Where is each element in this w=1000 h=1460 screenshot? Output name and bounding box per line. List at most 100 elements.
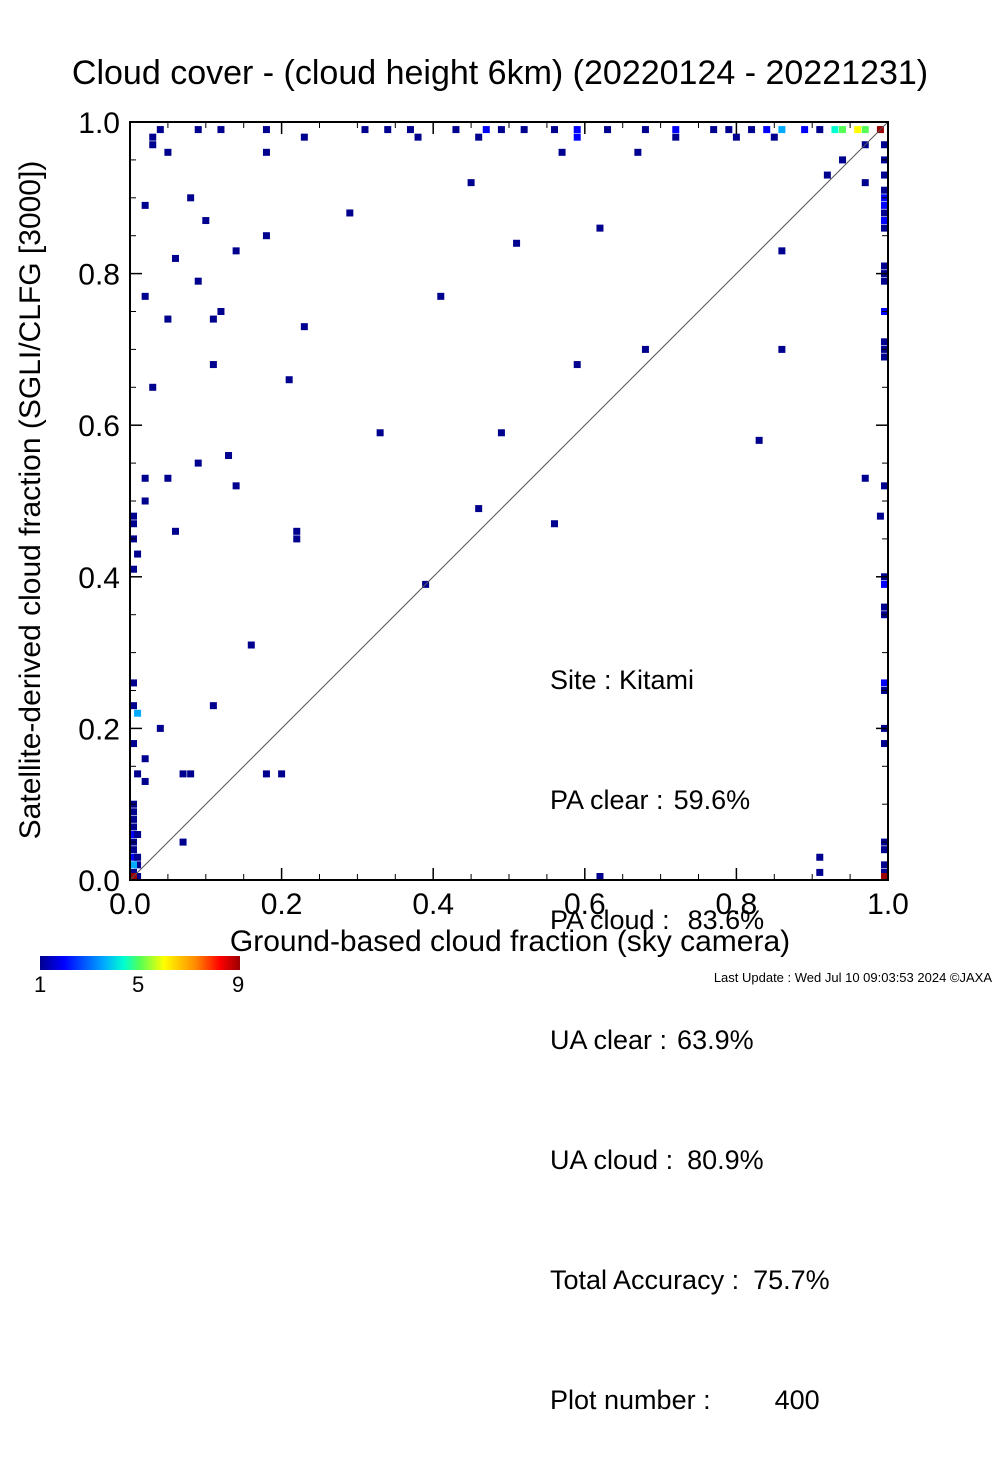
heatmap-cell bbox=[262, 126, 270, 134]
heatmap-cell bbox=[361, 126, 369, 134]
stat-value: 80.9% bbox=[687, 1145, 764, 1175]
heatmap-cell bbox=[134, 709, 142, 717]
heatmap-cell bbox=[130, 520, 137, 528]
heatmap-cell bbox=[881, 580, 888, 588]
heatmap-cell bbox=[164, 315, 172, 323]
heatmap-cell bbox=[558, 148, 566, 156]
stat-label: UA clear : bbox=[550, 1025, 668, 1055]
heatmap-cell bbox=[437, 292, 445, 300]
stat-ua-clear: UA clear : 63.9% bbox=[550, 1020, 830, 1060]
heatmap-cell bbox=[130, 846, 137, 854]
heatmap-cell bbox=[641, 126, 649, 134]
heatmap-cell bbox=[293, 527, 301, 535]
heatmap-cell bbox=[881, 740, 888, 748]
heatmap-cell bbox=[573, 126, 581, 134]
heatmap-cell bbox=[149, 133, 157, 141]
heatmap-cell bbox=[141, 777, 149, 785]
stat-pa-clear: PA clear : 59.6% bbox=[550, 780, 830, 820]
heatmap-cell bbox=[209, 361, 217, 369]
stat-label: PA cloud : bbox=[550, 905, 670, 935]
heatmap-cell bbox=[384, 126, 392, 134]
heatmap-cell bbox=[134, 550, 142, 558]
heatmap-cell bbox=[881, 277, 888, 285]
y-tick-label: 0.8 bbox=[78, 259, 120, 292]
heatmap-cell bbox=[130, 679, 137, 687]
heatmap-cell bbox=[130, 823, 137, 831]
x-tick-labels: 0.0 0.2 0.4 0.6 0.8 1.0 bbox=[109, 888, 909, 921]
heatmap-cell bbox=[376, 429, 384, 437]
heatmap-cell bbox=[596, 873, 604, 880]
heatmap-cell bbox=[130, 808, 137, 816]
heatmap-cell bbox=[467, 179, 475, 187]
heatmap-cell bbox=[778, 345, 786, 353]
heatmap-cell bbox=[672, 133, 680, 141]
heatmap-cell bbox=[179, 770, 187, 778]
heatmap-cell bbox=[202, 217, 210, 225]
x-tick-label: 0.8 bbox=[716, 888, 758, 921]
heatmap-cell bbox=[300, 323, 308, 331]
heatmap-cell bbox=[134, 831, 142, 839]
heatmap-cell bbox=[725, 126, 733, 134]
heatmap-cell bbox=[209, 702, 217, 710]
heatmap-cell bbox=[881, 603, 888, 611]
heatmap-cell bbox=[748, 126, 756, 134]
heatmap-cell bbox=[134, 861, 142, 869]
heatmap-cell bbox=[839, 156, 847, 164]
heatmap-cell bbox=[839, 126, 847, 134]
heatmap-cell bbox=[346, 209, 354, 217]
heatmap-cell bbox=[801, 126, 809, 134]
stat-label: PA clear : bbox=[550, 785, 664, 815]
colorbar bbox=[40, 956, 240, 970]
heatmap-cell bbox=[262, 770, 270, 778]
heatmap-cell bbox=[550, 126, 558, 134]
heatmap-cell bbox=[130, 868, 137, 876]
heatmap-cell bbox=[672, 126, 680, 134]
heatmap-cell bbox=[881, 482, 888, 490]
heatmap-cell bbox=[141, 201, 149, 209]
stat-label: Total Accuracy : bbox=[550, 1265, 740, 1295]
stat-plot-number: Plot number : 400 bbox=[550, 1380, 830, 1420]
stat-pa-cloud: PA cloud : 83.6% bbox=[550, 900, 830, 940]
heatmap-cell bbox=[831, 126, 839, 134]
heatmap-cell bbox=[149, 383, 157, 391]
heatmap-cell bbox=[475, 505, 483, 513]
heatmap-cell bbox=[816, 868, 824, 876]
heatmap-cell bbox=[573, 361, 581, 369]
heatmap-cell bbox=[596, 224, 604, 232]
heatmap-cell bbox=[550, 520, 558, 528]
heatmap-cell bbox=[520, 126, 528, 134]
stat-value: Kitami bbox=[619, 665, 695, 695]
heatmap-cell bbox=[452, 126, 460, 134]
heatmap-cell bbox=[497, 429, 505, 437]
heatmap-cell bbox=[171, 527, 179, 535]
x-tick-label: 0.0 bbox=[109, 888, 151, 921]
heatmap-cell bbox=[194, 459, 202, 467]
x-axis-label: Ground-based cloud fraction (sky camera) bbox=[230, 925, 790, 958]
heatmap-cell bbox=[513, 239, 521, 247]
stat-label: UA cloud : bbox=[550, 1145, 674, 1175]
stat-label: Site : bbox=[550, 665, 620, 695]
stat-value: 59.6% bbox=[673, 785, 751, 815]
heatmap-cell bbox=[861, 126, 869, 134]
y-tick-labels: 0.0 0.2 0.4 0.6 0.8 1.0 bbox=[78, 107, 120, 898]
heatmap-cell bbox=[141, 292, 149, 300]
heatmap-cell bbox=[881, 209, 888, 217]
heatmap-cell bbox=[247, 641, 255, 649]
heatmap-cell bbox=[217, 126, 225, 134]
stat-label: Plot number : bbox=[550, 1385, 711, 1415]
heatmap-cell bbox=[130, 815, 137, 823]
heatmap-cell bbox=[732, 133, 740, 141]
heatmap-cell bbox=[634, 148, 642, 156]
heatmap-cell bbox=[881, 338, 888, 346]
heatmap-cell bbox=[130, 861, 137, 869]
heatmap-cell bbox=[217, 308, 225, 315]
y-axis-label: Satellite-derived cloud fraction (SGLI/C… bbox=[14, 161, 47, 840]
heatmap-cell bbox=[881, 679, 888, 687]
heatmap-cell bbox=[881, 861, 888, 869]
heatmap-cell bbox=[232, 482, 240, 490]
heatmap-cell bbox=[141, 497, 149, 505]
x-tick-label: 0.4 bbox=[412, 888, 454, 921]
heatmap-cell bbox=[156, 126, 164, 134]
heatmap-cell bbox=[285, 376, 293, 384]
heatmap-cell bbox=[232, 247, 240, 255]
